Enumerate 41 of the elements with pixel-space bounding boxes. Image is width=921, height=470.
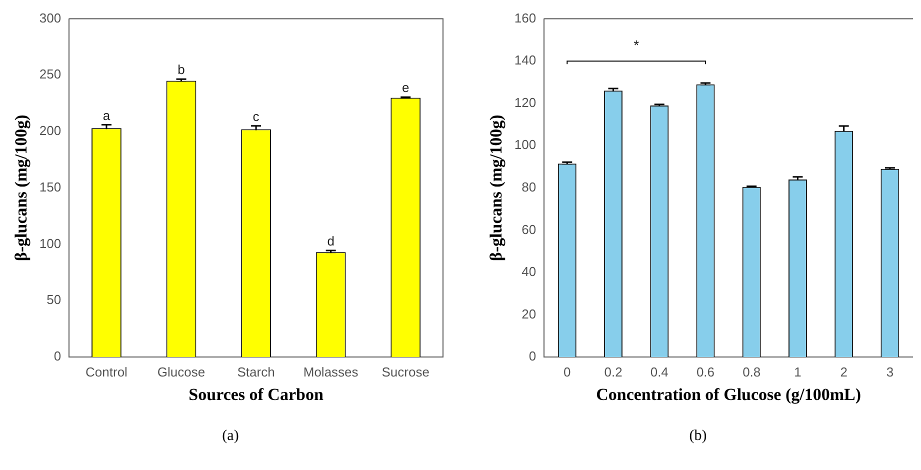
y-tick-label: 80 xyxy=(522,179,536,194)
x-tick-label: Molasses xyxy=(303,364,359,380)
x-tick-label: 0.8 xyxy=(742,364,761,380)
y-tick-label: 20 xyxy=(522,306,536,322)
data-label: b xyxy=(178,62,185,78)
y-tick-label: 100 xyxy=(39,236,62,251)
x-tick-label: 0.4 xyxy=(650,364,668,380)
y-tick-label: 120 xyxy=(514,94,536,110)
data-label: a xyxy=(102,108,111,123)
y-tick-label: 150 xyxy=(39,179,62,194)
x-tick-label: 0.2 xyxy=(604,364,622,380)
data-label: c xyxy=(252,108,260,124)
y-tick-label: 50 xyxy=(46,292,62,308)
y-tick-label: 250 xyxy=(39,66,62,82)
annotation: * xyxy=(634,36,640,53)
y-tick-label: 300 xyxy=(39,10,62,26)
y-axis-title: β-glucans (mg/100g) xyxy=(12,114,31,262)
x-axis-title: Sources of Carbon xyxy=(188,385,324,404)
x-tick-label: 2 xyxy=(840,364,848,380)
x-axis-title: Concentration of Glucose (g/100mL) xyxy=(596,385,861,404)
y-tick-label: 100 xyxy=(514,137,536,152)
x-tick-label: Starch xyxy=(237,364,275,380)
data-label: d xyxy=(327,234,334,249)
x-tick-label: 3 xyxy=(886,364,894,380)
x-tick-label: 0 xyxy=(564,364,571,380)
x-tick-label: Glucose xyxy=(157,364,206,380)
x-tick-label: 1 xyxy=(794,364,802,380)
y-tick-label: 0 xyxy=(528,348,536,364)
text: (a) xyxy=(222,428,239,445)
x-tick-label: Control xyxy=(86,364,128,380)
y-tick-label: 40 xyxy=(522,264,536,280)
x-tick-label: 0.6 xyxy=(696,364,715,380)
y-tick-label: 140 xyxy=(514,52,536,68)
y-tick-label: 160 xyxy=(514,10,536,26)
y-tick-label: 200 xyxy=(39,123,62,138)
y-tick-label: 60 xyxy=(522,222,536,237)
y-tick-label: 0 xyxy=(54,348,62,364)
data-label: e xyxy=(402,80,410,96)
x-tick-label: Sucrose xyxy=(382,364,430,380)
text: (b) xyxy=(689,428,707,445)
y-axis-title: β-glucans (mg/100g) xyxy=(486,114,506,262)
